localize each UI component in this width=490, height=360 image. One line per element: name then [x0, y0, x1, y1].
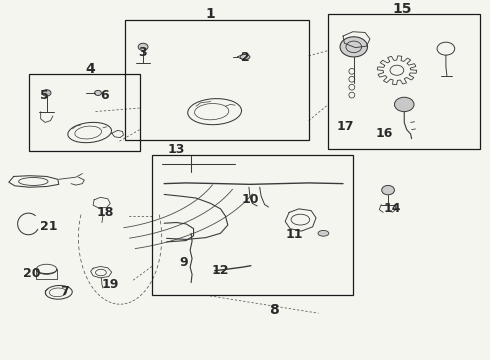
Circle shape [340, 37, 368, 57]
Text: 9: 9 [179, 256, 188, 269]
Text: 18: 18 [97, 206, 114, 219]
Bar [152, 155, 353, 295]
Text: 1: 1 [206, 8, 216, 22]
Circle shape [95, 90, 101, 95]
Text: 12: 12 [212, 264, 229, 276]
Text: 21: 21 [40, 220, 58, 233]
Text: 7: 7 [60, 285, 69, 298]
Ellipse shape [240, 54, 250, 59]
Text: 2: 2 [241, 51, 249, 64]
Text: 3: 3 [138, 46, 147, 59]
Text: 14: 14 [383, 202, 401, 215]
Bar [125, 20, 309, 140]
Text: 16: 16 [376, 127, 393, 140]
Text: 4: 4 [86, 62, 96, 76]
Text: 13: 13 [168, 143, 185, 156]
Circle shape [138, 43, 148, 50]
Text: 8: 8 [270, 303, 279, 316]
Circle shape [382, 185, 394, 195]
Text: 19: 19 [101, 278, 119, 291]
Bar [29, 74, 140, 151]
Bar [328, 14, 480, 149]
Text: 5: 5 [40, 89, 49, 102]
Text: 15: 15 [392, 2, 412, 16]
Text: 20: 20 [23, 267, 41, 280]
Text: 6: 6 [100, 89, 109, 102]
Circle shape [394, 97, 414, 112]
Text: 11: 11 [285, 228, 303, 240]
Text: 10: 10 [241, 193, 259, 206]
Ellipse shape [318, 230, 329, 236]
Circle shape [42, 90, 51, 96]
Text: 17: 17 [337, 120, 354, 132]
